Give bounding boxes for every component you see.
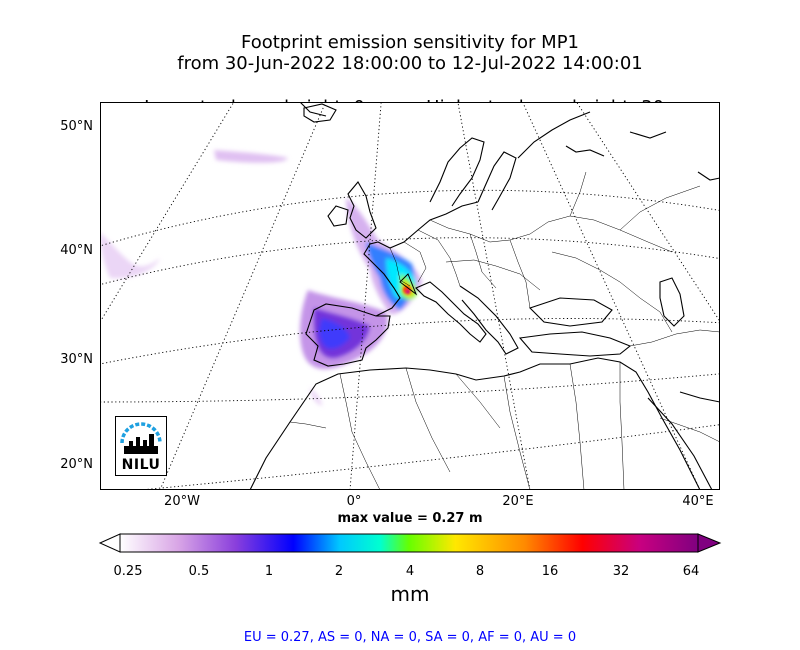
colorbar-tick-1: 0.5 xyxy=(188,564,210,579)
colorbar-tick-4: 4 xyxy=(405,564,415,579)
map-title-line2: from 30-Jun-2022 18:00:00 to 12-Jul-2022… xyxy=(177,53,643,74)
region-summary: EU = 0.27, AS = 0, NA = 0, SA = 0, AF = … xyxy=(243,630,577,645)
borders xyxy=(289,171,720,490)
colorbar-tick-5: 8 xyxy=(475,564,485,579)
nilu-logo-mark xyxy=(120,422,162,454)
colorbar-tick-0: 0.25 xyxy=(113,564,143,579)
colorbar-max-arrow xyxy=(697,533,722,553)
lat-label-40n: 40°N xyxy=(60,243,93,258)
colorbar-tick-6: 16 xyxy=(541,564,559,579)
nilu-logo: NILU xyxy=(115,416,167,476)
map-title-line1: Footprint emission sensitivity for MP1 xyxy=(240,32,579,53)
lon-label-40e: 40°E xyxy=(682,494,714,509)
colorbar-tick-7: 32 xyxy=(612,564,630,579)
colorbar-min-arrow xyxy=(98,533,121,553)
colorbar-tick-2: 1 xyxy=(264,564,274,579)
colorbar-tick-3: 2 xyxy=(334,564,344,579)
max-value-label: max value = 0.27 m xyxy=(337,511,483,526)
colorbar-gradient xyxy=(119,533,699,553)
footprint-map xyxy=(100,102,720,490)
lon-label-20w: 20°W xyxy=(164,494,200,509)
nilu-logo-text: NILU xyxy=(121,457,161,473)
graticule xyxy=(100,102,720,490)
colorbar xyxy=(98,533,722,553)
lon-label-0: 0° xyxy=(346,494,362,509)
lat-label-20n: 20°N xyxy=(60,457,93,472)
colorbar-tick-8: 64 xyxy=(682,564,700,579)
lon-label-20e: 20°E xyxy=(502,494,534,509)
lat-label-30n: 30°N xyxy=(60,352,93,367)
lat-label-50n: 50°N xyxy=(60,119,93,134)
colorbar-unit: mm xyxy=(390,582,430,606)
